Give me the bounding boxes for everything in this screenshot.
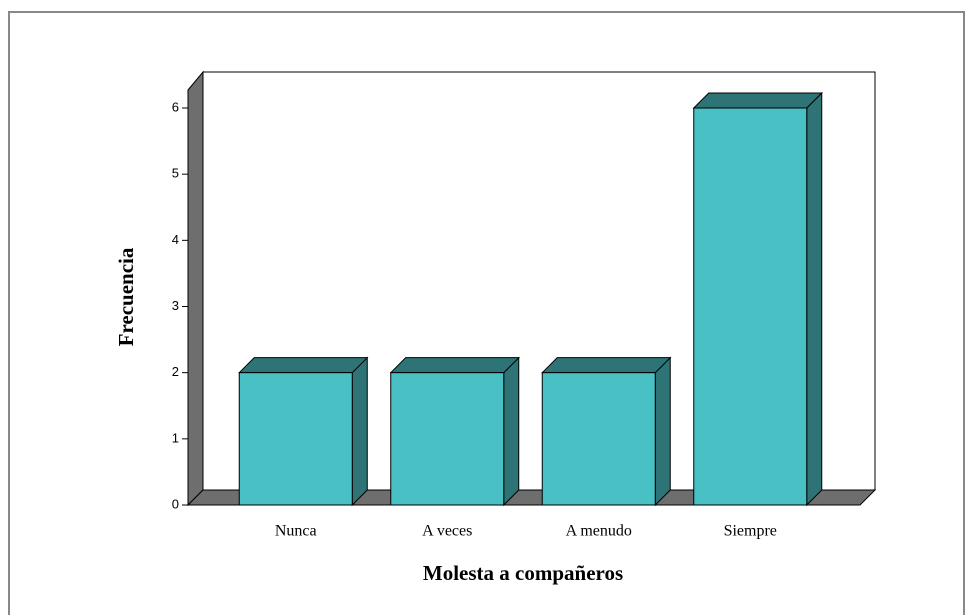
bar (541, 356, 672, 507)
x-tick-label: Siempre (724, 523, 777, 540)
y-tick-label: 3 (172, 298, 179, 313)
x-axis-title: Molesta a compañeros (423, 561, 623, 585)
bar-front (693, 107, 808, 506)
bar-side (654, 356, 671, 507)
bar-front (390, 372, 505, 506)
y-tick-label: 2 (172, 364, 179, 379)
bar (238, 356, 369, 507)
bar-top (692, 92, 823, 109)
bar-top (389, 357, 520, 374)
bar-top (238, 357, 369, 374)
bar-top (541, 357, 672, 374)
x-tick-label: A menudo (566, 523, 632, 540)
bar (692, 91, 823, 507)
x-tick-label: A veces (422, 523, 472, 540)
y-tick-label: 1 (172, 430, 179, 445)
bar-side (503, 356, 520, 507)
bar-side (806, 91, 823, 507)
y-tick-label: 5 (172, 166, 179, 181)
bar-front (541, 372, 656, 506)
bar-side (351, 356, 368, 507)
y-tick-label: 6 (172, 99, 179, 114)
side-wall (187, 70, 204, 507)
y-axis-title: Frecuencia (114, 247, 138, 346)
bar-front (238, 372, 353, 506)
bar (389, 356, 520, 507)
y-tick-label: 4 (172, 232, 179, 247)
y-tick-label: 0 (172, 496, 179, 511)
x-tick-label: Nunca (275, 523, 317, 540)
